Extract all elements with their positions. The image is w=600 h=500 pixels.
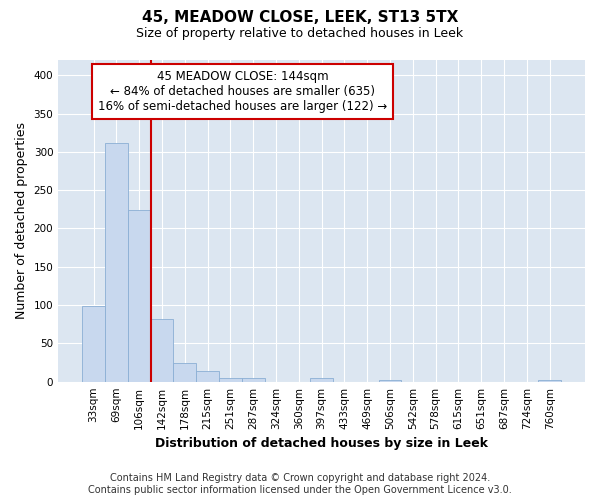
- Bar: [173, 362, 196, 382]
- Bar: [196, 371, 219, 382]
- Text: Contains HM Land Registry data © Crown copyright and database right 2024.
Contai: Contains HM Land Registry data © Crown c…: [88, 474, 512, 495]
- Bar: [105, 142, 128, 382]
- Text: Size of property relative to detached houses in Leek: Size of property relative to detached ho…: [136, 28, 464, 40]
- Bar: [128, 210, 151, 382]
- Bar: [242, 378, 265, 382]
- Text: 45 MEADOW CLOSE: 144sqm
← 84% of detached houses are smaller (635)
16% of semi-d: 45 MEADOW CLOSE: 144sqm ← 84% of detache…: [98, 70, 387, 112]
- Bar: [538, 380, 561, 382]
- Bar: [379, 380, 401, 382]
- Y-axis label: Number of detached properties: Number of detached properties: [15, 122, 28, 320]
- X-axis label: Distribution of detached houses by size in Leek: Distribution of detached houses by size …: [155, 437, 488, 450]
- Bar: [151, 319, 173, 382]
- Bar: [310, 378, 333, 382]
- Bar: [82, 306, 105, 382]
- Text: 45, MEADOW CLOSE, LEEK, ST13 5TX: 45, MEADOW CLOSE, LEEK, ST13 5TX: [142, 10, 458, 25]
- Bar: [219, 378, 242, 382]
